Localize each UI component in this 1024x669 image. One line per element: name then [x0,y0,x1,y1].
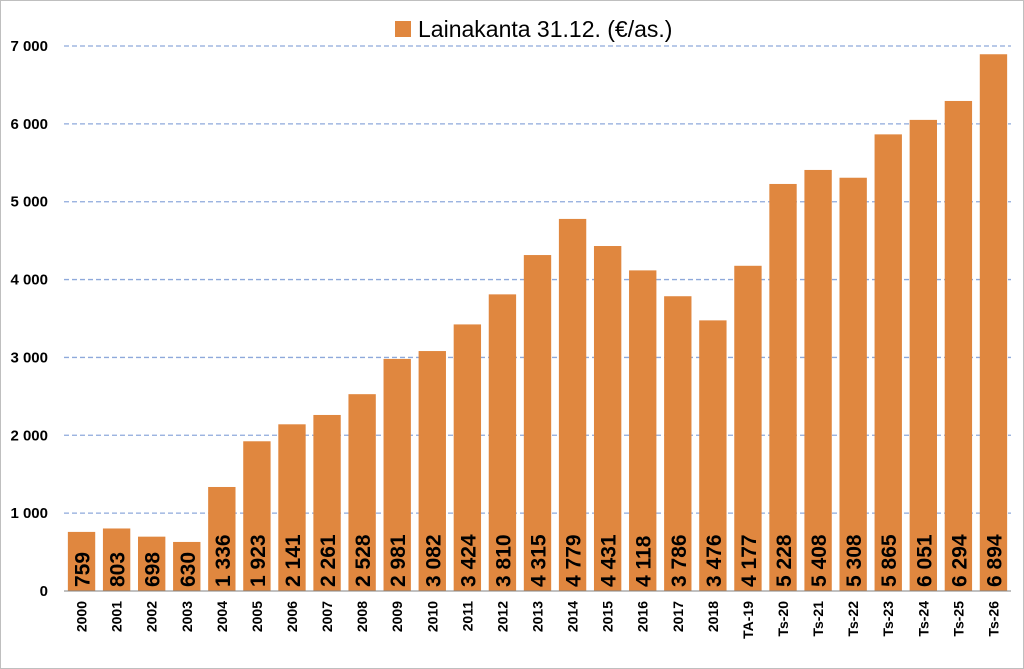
data-label: 630 [177,552,200,587]
x-tick-label: 2013 [530,601,546,632]
legend: Lainakanta 31.12. (€/as.) [395,16,672,42]
bar [173,541,201,591]
y-tick-label: 1 000 [10,505,48,522]
data-label: 698 [142,552,165,587]
x-tick-label: Ts-22 [845,601,861,637]
bar [629,270,657,591]
bar [593,246,622,591]
x-tick-label: 2010 [424,601,440,632]
x-tick-label: Ts-23 [880,601,896,637]
y-tick-label: 5 000 [10,194,48,211]
data-label: 6 894 [983,534,1006,587]
legend-swatch [395,21,411,37]
x-tick-label: 2012 [494,601,510,632]
data-label: 3 082 [422,534,445,587]
bar [839,177,867,591]
x-tick-label: Ts-21 [810,601,826,637]
y-tick-label: 4 000 [10,272,48,289]
x-tick-label: 2002 [144,601,160,632]
bar [874,134,902,591]
data-label: 5 308 [843,534,866,587]
y-tick-label: 7 000 [10,38,48,55]
legend-label: Lainakanta 31.12. (€/as.) [418,16,672,42]
x-tick-label: Ts-26 [985,601,1001,637]
x-tick-label: 2016 [635,601,651,632]
data-label: 4 177 [738,534,761,587]
y-tick-label: 6 000 [10,116,48,133]
bar [734,265,762,591]
data-label: 4 431 [598,534,621,587]
bar [67,531,96,591]
x-tick-label: 2014 [565,601,581,632]
data-label: 6 294 [948,534,971,587]
data-label: 4 315 [528,534,551,587]
x-tick-label: 2007 [319,601,335,632]
data-label: 6 051 [913,534,936,587]
bar [558,218,587,591]
bar [699,320,727,591]
bar [348,394,376,591]
data-label: 5 228 [773,534,796,587]
data-label: 3 424 [457,534,480,587]
x-tick-label: TA-19 [740,601,756,639]
data-label: 1 336 [212,534,235,587]
x-axis: 2000 2001 2002 2003 2004 2005 2006 2007 2008 2009… [64,590,1011,639]
x-tick-label: 2009 [389,601,405,632]
x-tick-label: 2003 [179,601,195,632]
bar [102,528,131,591]
data-label: 3 786 [668,534,691,587]
x-tick-label: Ts-25 [950,601,966,637]
bar [804,169,832,591]
data-label: 4 118 [633,535,656,587]
data-label: 2 528 [352,534,375,587]
data-label: 1 923 [247,534,270,587]
bar [208,486,236,591]
bar [769,183,797,591]
x-tick-label: 2006 [284,601,300,632]
data-label: 4 779 [563,534,586,587]
bar [138,536,166,591]
x-tick-label: 2008 [354,601,370,632]
bar [523,255,552,591]
data-label: 3 476 [703,534,726,587]
x-tick-label: 2017 [670,601,686,632]
x-tick-label: 2011 [459,601,475,632]
y-tick-label: 0 [40,583,48,600]
data-label: 2 141 [282,534,305,587]
bar [944,100,973,592]
x-tick-label: Ts-24 [915,601,931,637]
data-label: 759 [72,552,95,587]
bar [979,54,1008,591]
bar [243,441,271,591]
bar [909,119,937,592]
x-tick-label: 2005 [249,601,265,632]
bar [453,324,482,591]
data-label: 3 810 [492,534,515,587]
x-tick-label: Ts-20 [775,601,791,637]
bar [488,294,517,591]
bars: 759 803 698 630 1 336 1 923 2 141 2 261 2 528 2 9… [67,54,1008,592]
bar [383,358,411,591]
bar [313,414,341,591]
bar [278,424,306,591]
x-tick-label: 2015 [600,601,616,632]
y-tick-label: 2 000 [10,427,48,444]
x-tick-label: 2018 [705,601,721,632]
data-label: 5 865 [878,534,901,587]
x-tick-label: 2001 [109,601,125,632]
x-tick-label: 2000 [74,601,90,632]
y-axis: 0 1 000 2 000 3 000 4 000 5 000 6 000 7 000 [10,38,48,600]
data-label: 5 408 [808,534,831,587]
bar [418,351,446,591]
data-label: 2 261 [317,534,340,587]
data-label: 2 981 [387,534,410,587]
x-tick-label: 2004 [214,601,230,632]
y-tick-label: 3 000 [10,349,48,366]
data-label: 803 [107,552,130,587]
bar [664,296,692,591]
